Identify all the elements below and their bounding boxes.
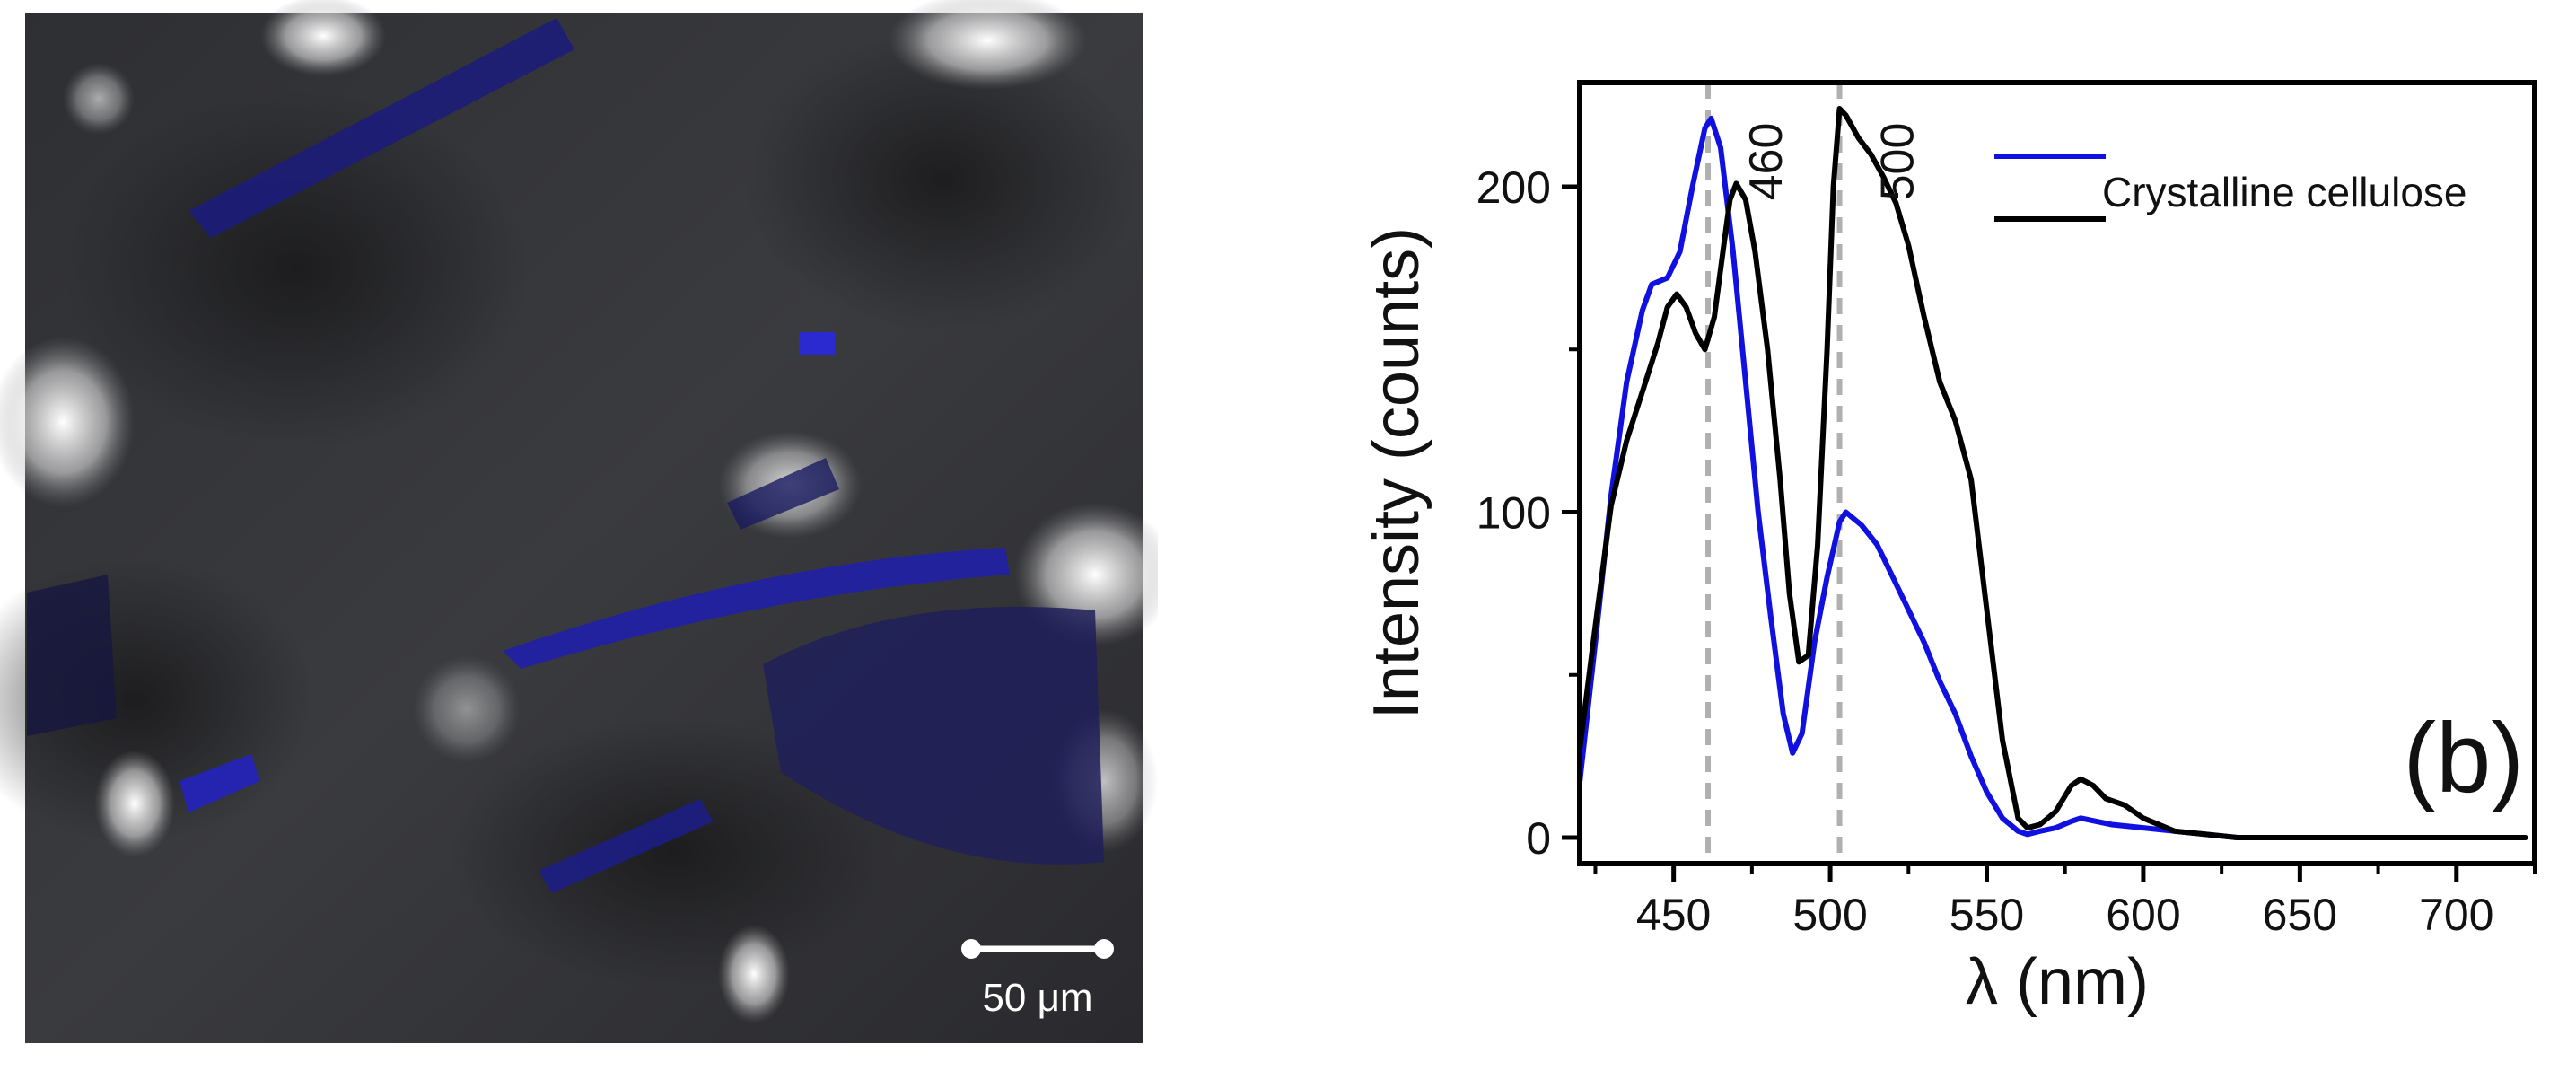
micrograph-panel: 50 μm: [0, 0, 1158, 1043]
bright-spot: [260, 0, 386, 76]
legend-label: Crystalline cellulose: [2102, 169, 2467, 215]
series-line-2: [1577, 106, 2528, 840]
y-tick-label: 200: [1476, 162, 1551, 213]
x-tick-label: 650: [2263, 890, 2337, 940]
dark-region: [745, 27, 1140, 332]
x-tick-label: 550: [1950, 890, 2024, 940]
legend: Crystalline cellulose: [1994, 154, 2467, 222]
blue-fiber: [27, 575, 117, 736]
y-tick-label: 0: [1526, 813, 1551, 864]
bright-spot: [94, 750, 175, 857]
blue-fiber: [539, 799, 714, 893]
bright-spot: [0, 337, 135, 507]
blue-fiber: [799, 332, 835, 355]
scale-bar-label: 50 μm: [982, 976, 1092, 1020]
dark-region: [449, 718, 898, 988]
bright-spot: [718, 925, 790, 1023]
dark-region: [63, 90, 530, 449]
annotation-label: 460: [1740, 123, 1792, 201]
x-tick-label: 600: [2106, 890, 2180, 940]
blue-fiber: [188, 18, 574, 238]
bright-spot: [413, 655, 521, 763]
scale-bar: [961, 939, 1114, 959]
y-axis-title: Intensity (counts): [1361, 227, 1433, 719]
blue-fiber: [180, 754, 260, 812]
blue-fiber: [503, 548, 1010, 669]
bright-spot: [63, 63, 135, 135]
bright-spot: [889, 0, 1086, 90]
panel-label: (b): [2404, 703, 2524, 813]
series-line-1: [1577, 115, 2528, 840]
x-tick-label: 450: [1636, 890, 1711, 940]
annotation-label: 500: [1872, 123, 1924, 201]
plot-frame: [1577, 80, 2537, 866]
x-tick-label: 700: [2419, 890, 2493, 940]
y-tick-label: 100: [1476, 488, 1551, 539]
blue-fiber: [727, 458, 839, 530]
blue-fiber: [763, 607, 1104, 865]
x-tick-label: 500: [1792, 890, 1867, 940]
x-axis-title: λ (nm): [1966, 946, 2149, 1018]
